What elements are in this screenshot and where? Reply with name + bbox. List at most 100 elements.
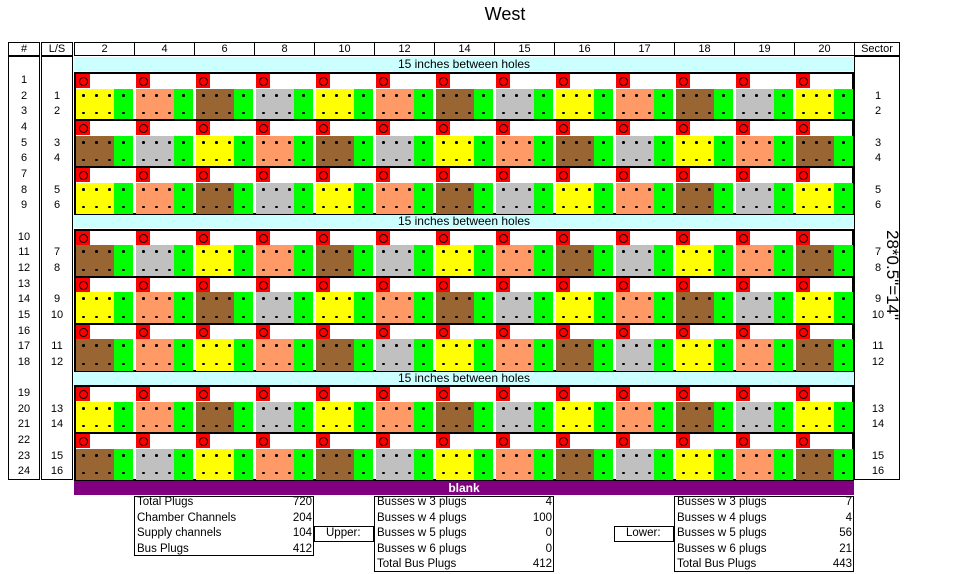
supply-strip	[174, 292, 193, 324]
plug-marker	[556, 278, 570, 292]
row-number: 3	[20, 105, 28, 118]
row-number: 1	[20, 74, 28, 87]
supply-strip	[114, 339, 133, 371]
plug-marker	[196, 168, 210, 182]
plug-dot	[588, 454, 591, 457]
summary-upper-label: Total Bus Plugs	[377, 558, 457, 570]
plug-dot	[722, 158, 725, 161]
bus-block	[736, 339, 774, 371]
plug-dot	[562, 141, 565, 144]
bus-block	[556, 183, 594, 214]
plug-dot	[182, 188, 185, 191]
plug-dot	[575, 297, 578, 300]
plug-dot	[828, 344, 831, 347]
plug-dot	[802, 424, 805, 427]
plug-o-icon	[738, 437, 748, 446]
plug-dot	[142, 141, 145, 144]
plug-o-icon	[378, 234, 388, 243]
plug-marker	[736, 121, 750, 135]
supply-strip	[774, 292, 793, 324]
plug-dot	[515, 471, 518, 474]
plug-dot	[682, 424, 685, 427]
plug-dot	[755, 407, 758, 410]
plug-o-icon	[378, 437, 388, 446]
plug-dot	[322, 315, 325, 318]
plug-dot	[155, 344, 158, 347]
plug-dot	[122, 454, 125, 457]
plug-dot	[142, 315, 145, 318]
plug-dot	[168, 454, 171, 457]
plug-dot	[202, 407, 205, 410]
plug-o-icon	[258, 171, 268, 180]
plug-dot	[408, 344, 411, 347]
plug-dot	[695, 424, 698, 427]
header-ls: L/S	[41, 42, 73, 56]
plug-marker	[676, 325, 690, 339]
plug-dot	[755, 344, 758, 347]
bus-block	[616, 136, 654, 167]
plug-dot	[82, 454, 85, 457]
supply-strip	[114, 292, 133, 324]
plug-dot	[95, 315, 98, 318]
plug-dot	[662, 205, 665, 208]
plug-dot	[95, 344, 98, 347]
plug-dot	[828, 111, 831, 114]
supply-strip	[354, 183, 373, 214]
bus-block	[136, 339, 174, 371]
plug-dot	[142, 454, 145, 457]
bus-block	[556, 89, 594, 120]
plug-o-icon	[78, 77, 88, 86]
plug-dot	[602, 315, 605, 318]
plug-marker	[496, 121, 510, 135]
header-chamber: 10	[314, 42, 375, 56]
plug-o-icon	[738, 234, 748, 243]
plug-dot	[442, 141, 445, 144]
plug-dot	[95, 205, 98, 208]
plug-dot	[242, 297, 245, 300]
plug-marker	[496, 278, 510, 292]
ls-label: 16	[50, 465, 64, 478]
bus-block	[376, 89, 414, 120]
plug-marker	[616, 168, 630, 182]
plug-dot	[575, 471, 578, 474]
plug-dot	[635, 471, 638, 474]
plug-dot	[455, 407, 458, 410]
plug-dot	[362, 424, 365, 427]
plug-dot	[82, 362, 85, 365]
plug-dot	[242, 188, 245, 191]
plug-o-icon	[258, 390, 268, 399]
plug-dot	[802, 471, 805, 474]
plug-dot	[262, 297, 265, 300]
plug-dot	[275, 268, 278, 271]
sector-label: 16	[871, 465, 885, 478]
plug-dot	[395, 205, 398, 208]
plug-dot	[515, 158, 518, 161]
plug-dot	[168, 158, 171, 161]
plug-dot	[842, 407, 845, 410]
bus-block	[316, 449, 354, 480]
plug-dot	[155, 362, 158, 365]
plug-dot	[562, 94, 565, 97]
bus-block	[496, 449, 534, 480]
supply-strip	[714, 183, 733, 214]
bus-block	[436, 136, 474, 167]
plug-dot	[422, 407, 425, 410]
plug-dot	[562, 344, 565, 347]
plug-o-icon	[498, 124, 508, 133]
plug-dot	[755, 250, 758, 253]
plug-dot	[202, 268, 205, 271]
bus-block	[196, 402, 234, 433]
plug-dot	[275, 158, 278, 161]
plug-dot	[275, 250, 278, 253]
bus-block	[136, 183, 174, 214]
bus-block	[256, 339, 294, 371]
plug-dot	[382, 188, 385, 191]
plug-dot	[215, 250, 218, 253]
plug-dot	[288, 94, 291, 97]
ls-label: 13	[50, 403, 64, 416]
bus-block	[496, 136, 534, 167]
summary-left-value: 412	[292, 542, 312, 555]
plug-marker	[196, 74, 210, 88]
plug-dot	[142, 250, 145, 253]
